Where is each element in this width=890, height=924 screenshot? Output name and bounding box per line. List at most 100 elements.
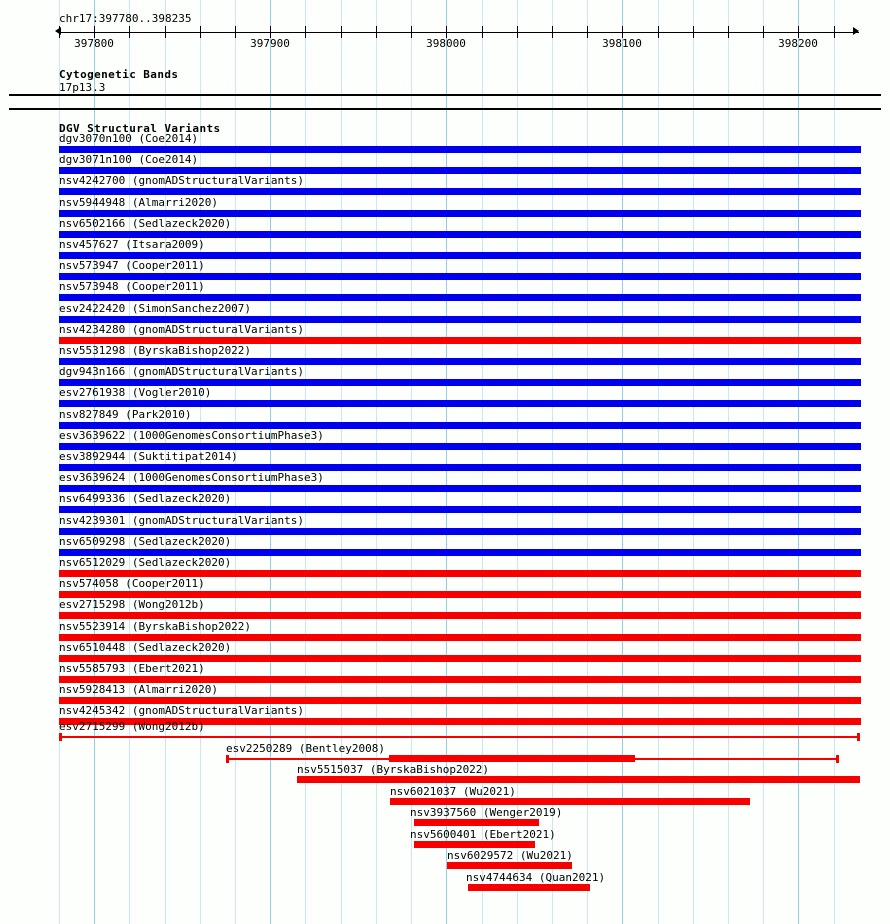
variant-label[interactable]: dgv3070n100 (Coe2014) (59, 132, 199, 145)
variant-label[interactable]: nsv6021037 (Wu2021) (390, 784, 516, 798)
gridline (341, 0, 342, 924)
variant-label[interactable]: nsv6502166 (Sedlazeck2020) (59, 216, 232, 230)
variant-bar[interactable] (59, 400, 861, 408)
variant-label[interactable]: nsv6499336 (Sedlazeck2020) (59, 492, 232, 506)
variant-label[interactable]: dgv3071n100 (Coe2014) (59, 153, 199, 167)
ruler-tick-label: 398000 (426, 37, 466, 50)
ruler-tick-label: 397900 (250, 37, 290, 50)
variant-label[interactable]: esv2715299 (Wong2012b) (59, 720, 205, 733)
gridline (798, 0, 799, 924)
ruler-tick (235, 26, 236, 38)
variant-label[interactable]: nsv4242700 (gnomADStructuralVariants) (59, 174, 305, 188)
arrow-right-icon[interactable] (853, 27, 859, 35)
variant-bar[interactable] (59, 485, 861, 493)
variant-bar[interactable] (59, 654, 861, 662)
locus-label: chr17:397780..398235 (59, 12, 192, 25)
variant-bar[interactable] (414, 840, 535, 848)
variant-label[interactable]: nsv5928413 (Almarri2020) (59, 683, 218, 697)
ruler-tick (411, 26, 412, 38)
ruler-tick (658, 26, 659, 38)
ruler-tick (587, 26, 588, 38)
variant-label[interactable]: nsv5515037 (ByrskaBishop2022) (297, 763, 490, 776)
variant-label[interactable]: nsv6029572 (Wu2021) (447, 849, 573, 862)
variant-bar[interactable] (59, 146, 861, 153)
variant-label[interactable]: nsv4744634 (Quan2021) (466, 870, 606, 884)
variant-bar[interactable] (59, 209, 861, 217)
variant-bar[interactable] (59, 527, 861, 535)
variant-label[interactable]: esv3639622 (1000GenomesConsortiumPhase3) (59, 428, 324, 442)
gridline (622, 0, 623, 924)
variant-label[interactable]: nsv5585793 (Ebert2021) (59, 662, 205, 675)
variant-bar[interactable] (59, 718, 861, 726)
variant-label[interactable]: nsv4234280 (gnomADStructuralVariants) (59, 322, 305, 336)
variant-bar[interactable] (59, 167, 861, 175)
gridline (658, 0, 659, 924)
variant-bar[interactable] (59, 570, 861, 577)
arrow-left-icon[interactable] (55, 27, 61, 35)
ruler-tick (517, 26, 518, 38)
variant-label[interactable]: dgv943n166 (gnomADStructuralVariants) (59, 365, 305, 379)
variant-label[interactable]: nsv4239301 (gnomADStructuralVariants) (59, 513, 305, 527)
variant-label[interactable]: nsv6509298 (Sedlazeck2020) (59, 534, 232, 548)
variant-bar[interactable] (59, 336, 861, 344)
variant-label[interactable]: esv2715298 (Wong2012b) (59, 598, 205, 612)
cytogenetic-bands-title: Cytogenetic Bands (59, 68, 179, 81)
variant-bar[interactable] (59, 612, 861, 620)
variant-label[interactable]: nsv3937560 (Wenger2019) (410, 806, 563, 819)
gridline (517, 0, 518, 924)
variant-start-cap[interactable] (59, 733, 62, 741)
variant-label[interactable]: esv2761938 (Vogler2010) (59, 386, 212, 400)
variant-label[interactable]: nsv5944948 (Almarri2020) (59, 195, 218, 209)
variant-label[interactable]: nsv457627 (Itsara2009) (59, 238, 205, 251)
variant-bar[interactable] (59, 294, 861, 302)
variant-bar[interactable] (59, 358, 861, 365)
variant-label[interactable]: nsv573947 (Cooper2011) (59, 259, 205, 273)
variant-bar[interactable] (447, 862, 572, 869)
variant-bar[interactable] (59, 379, 861, 387)
ruler-tick (376, 26, 377, 38)
ruler-tick (552, 26, 553, 38)
variant-bar[interactable] (59, 506, 861, 514)
variant-label[interactable]: esv3892944 (Suktitipat2014) (59, 450, 238, 463)
variant-bar[interactable] (59, 188, 861, 196)
variant-bar[interactable] (390, 797, 750, 805)
variant-bar[interactable] (59, 633, 861, 641)
variant-bar[interactable] (414, 819, 539, 826)
ruler-tick (482, 26, 483, 38)
variant-label[interactable]: esv2422420 (SimonSanchez2007) (59, 301, 252, 315)
variant-bar[interactable] (59, 315, 861, 323)
variant-bar[interactable] (59, 273, 861, 281)
variant-bar[interactable] (59, 464, 861, 471)
variant-bar[interactable] (59, 252, 861, 259)
variant-bar[interactable] (59, 230, 861, 238)
variant-bar[interactable] (59, 697, 861, 705)
dgv-section-title: DGV Structural Variants (59, 122, 221, 135)
variant-end-cap[interactable] (836, 754, 839, 763)
variant-bar[interactable] (59, 548, 861, 556)
variant-label[interactable]: nsv573948 (Cooper2011) (59, 280, 205, 294)
variant-bar[interactable] (389, 754, 635, 762)
variant-label[interactable]: nsv5600401 (Ebert2021) (410, 827, 556, 841)
variant-label[interactable]: nsv5531298 (ByrskaBishop2022) (59, 344, 252, 357)
gridline (552, 0, 553, 924)
variant-label[interactable]: nsv827849 (Park2010) (59, 407, 192, 421)
variant-end-cap[interactable] (857, 733, 860, 741)
variant-bar[interactable] (468, 883, 590, 891)
variant-label[interactable]: nsv6510448 (Sedlazeck2020) (59, 640, 232, 654)
variant-bar[interactable] (59, 442, 861, 450)
gridline (728, 0, 729, 924)
variant-span-line[interactable] (59, 736, 860, 738)
variant-bar[interactable] (59, 421, 861, 429)
variant-label[interactable]: nsv6512029 (Sedlazeck2020) (59, 556, 232, 569)
ruler-tick (200, 26, 201, 38)
variant-label[interactable]: nsv4245342 (gnomADStructuralVariants) (59, 704, 305, 718)
variant-label[interactable]: nsv5523914 (ByrskaBishop2022) (59, 619, 252, 633)
variant-bar[interactable] (297, 776, 860, 783)
variant-bar[interactable] (59, 676, 861, 683)
variant-label[interactable]: nsv574058 (Cooper2011) (59, 577, 205, 591)
variant-bar[interactable] (59, 591, 861, 599)
variant-label[interactable]: esv3639624 (1000GenomesConsortiumPhase3) (59, 471, 324, 485)
coordinate-ruler[interactable]: chr17:397780..398235 397800 397900 398000 3… (0, 0, 890, 52)
variant-start-cap[interactable] (226, 754, 229, 763)
variant-label[interactable]: esv2250289 (Bentley2008) (226, 741, 385, 755)
